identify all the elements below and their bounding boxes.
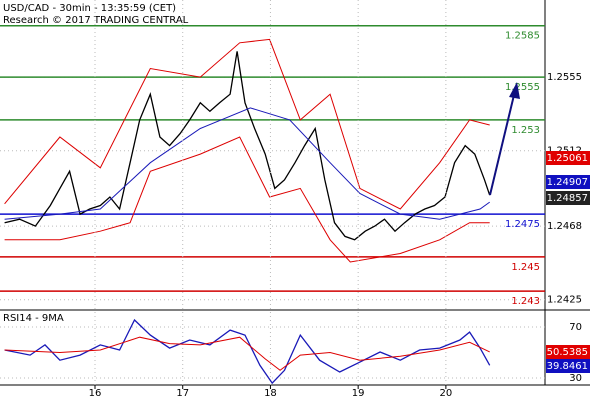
series-line bbox=[4, 318, 491, 385]
series-line bbox=[4, 336, 490, 371]
x-tick-label: 17 bbox=[176, 388, 189, 399]
y-tick-label: 30 bbox=[569, 373, 582, 384]
series-line bbox=[4, 107, 490, 220]
y-tick-label: 1.2555 bbox=[547, 72, 582, 83]
x-tick-label: 18 bbox=[264, 388, 277, 399]
x-tick-label: 16 bbox=[89, 388, 102, 399]
last-value-label: 1.24907 bbox=[547, 177, 588, 188]
series-line bbox=[4, 51, 491, 241]
y-tick-label: 1.2425 bbox=[547, 295, 582, 306]
last-value-box bbox=[546, 345, 590, 359]
level-label: 1.2475 bbox=[505, 219, 540, 230]
y-tick-label: 70 bbox=[569, 322, 582, 333]
rsi-title: RSI14 - 9MA bbox=[3, 313, 64, 324]
last-value-box bbox=[546, 175, 590, 189]
level-label: 1.2555 bbox=[505, 82, 540, 93]
last-value-label: 39.8461 bbox=[547, 361, 588, 372]
last-value-box bbox=[546, 191, 590, 205]
y-tick-label: 1.2468 bbox=[547, 221, 582, 232]
chart-subtitle: Research © 2017 TRADING CENTRAL bbox=[3, 15, 189, 26]
level-label: 1.243 bbox=[511, 296, 540, 307]
level-label: 1.245 bbox=[511, 262, 540, 273]
series-line bbox=[4, 38, 490, 210]
level-label: 1.2585 bbox=[505, 31, 540, 42]
last-value-box bbox=[546, 359, 590, 373]
level-label: 1.253 bbox=[511, 125, 540, 136]
chart-title: USD/CAD - 30min - 13:35:59 (CET) bbox=[3, 3, 176, 14]
last-value-label: 1.24857 bbox=[547, 193, 588, 204]
forecast-arrow bbox=[489, 82, 520, 196]
last-value-box bbox=[546, 151, 590, 165]
last-value-label: 50.5385 bbox=[547, 347, 588, 358]
series-line bbox=[4, 136, 490, 263]
x-tick-label: 20 bbox=[440, 388, 453, 399]
last-value-label: 1.25061 bbox=[547, 153, 588, 164]
x-tick-label: 19 bbox=[352, 388, 365, 399]
